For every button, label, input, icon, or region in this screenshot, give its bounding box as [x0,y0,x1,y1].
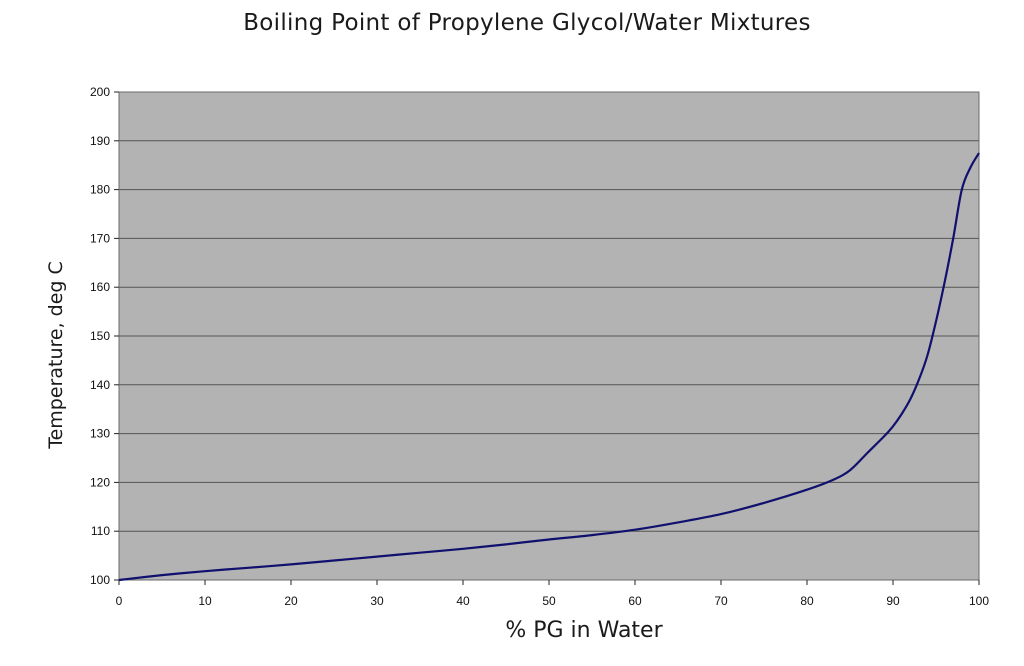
x-axis-title: % PG in Water [505,618,663,643]
x-tick-label: 90 [886,594,900,608]
y-tick-label: 150 [90,329,110,343]
y-tick-label: 120 [90,475,110,489]
series-line [118,152,980,582]
y-tick-label: 140 [90,378,110,392]
y-tick-label: 180 [90,183,110,197]
x-tick-label: 10 [198,594,212,608]
x-tick-label: 50 [542,594,556,608]
y-tick-label: 100 [90,573,110,587]
chart-title: Boiling Point of Propylene Glycol/Water … [243,10,811,36]
x-tick-label: 70 [714,594,728,608]
y-tick-label: 160 [90,280,110,294]
y-tick-label: 200 [90,85,110,99]
x-tick-label: 60 [628,594,642,608]
x-tick-label: 20 [284,594,298,608]
x-tick-label: 40 [456,594,470,608]
x-tick-label: 100 [969,594,989,608]
y-tick-label: 190 [90,134,110,148]
x-tick-label: 80 [800,594,814,608]
y-tick-label: 110 [91,524,110,538]
y-tick-label: 170 [90,231,110,245]
x-tick-label: 30 [370,594,384,608]
y-tick-label: 130 [90,427,110,441]
x-tick-label: 0 [116,594,123,608]
